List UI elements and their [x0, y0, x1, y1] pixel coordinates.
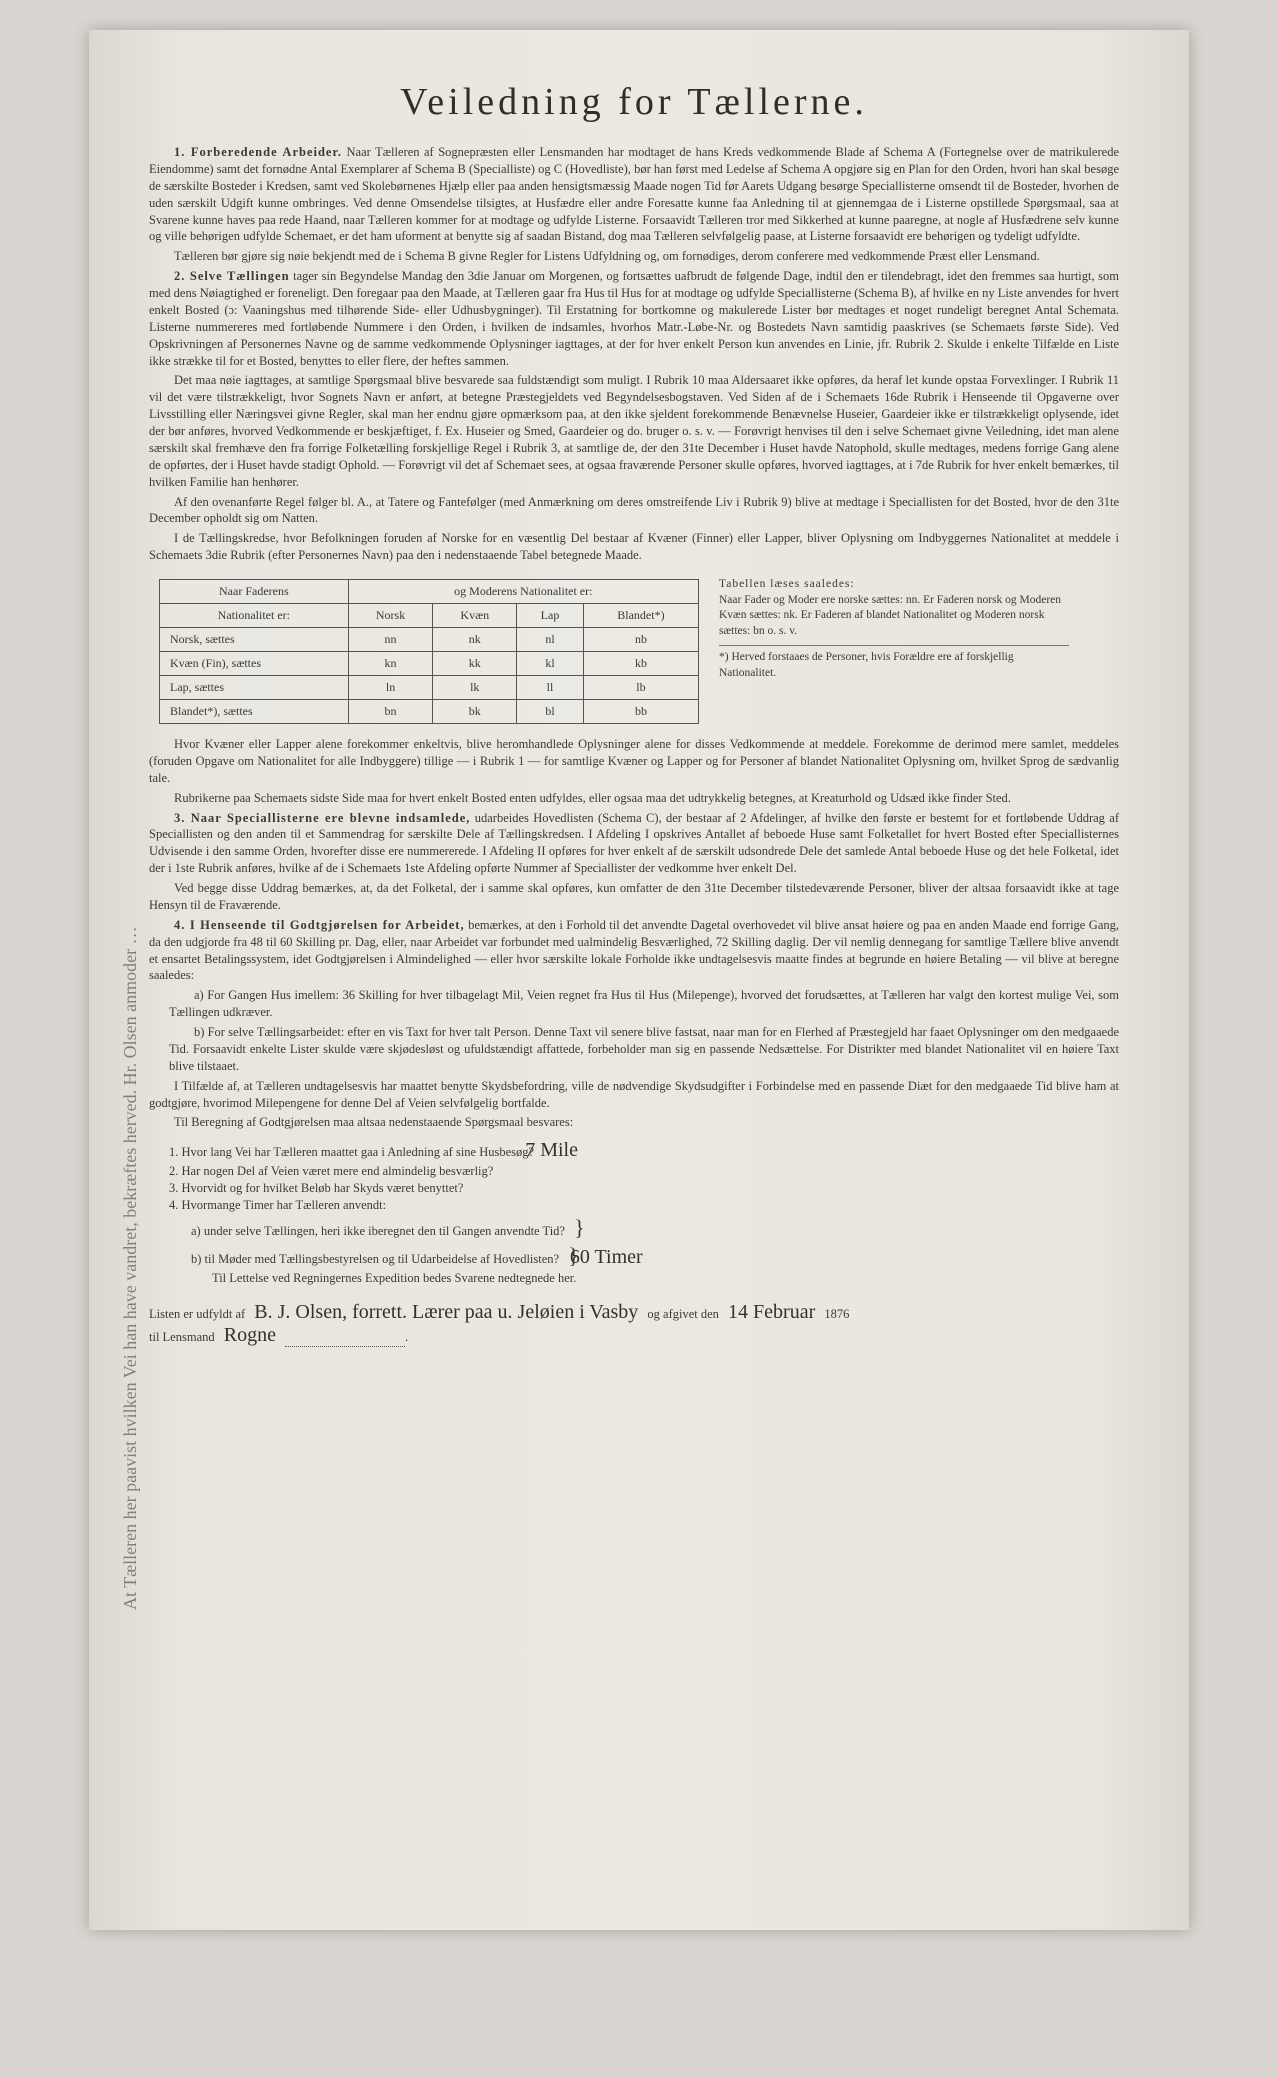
q2-text: 2. Har nogen Del af Veien været mere end… — [169, 1164, 1119, 1179]
section-2-text3: Af den ovenanførte Regel følger bl. A., … — [149, 494, 1119, 528]
section-4-b: b) For selve Tællingsarbeidet: efter en … — [149, 1024, 1119, 1075]
section-2-text: tager sin Begyndelse Mandag den 3die Jan… — [149, 269, 1119, 367]
cell: kl — [517, 652, 584, 676]
table-side-note: *) Herved forstaaes de Personer, hvis Fo… — [719, 645, 1069, 681]
cell: kk — [433, 652, 517, 676]
nationality-table: Naar Faderens og Moderens Nationalitet e… — [159, 579, 699, 724]
section-4-head: 4. I Henseende til Godtgjørelsen for Arb… — [174, 918, 465, 932]
section-4-text3: Til Beregning af Godtgjørelsen maa altsa… — [149, 1114, 1119, 1131]
final-1b: og afgivet den — [647, 1307, 719, 1321]
margin-handwriting: At Tælleren her paavist hvilken Vei han … — [119, 110, 159, 1610]
cell: bn — [348, 700, 433, 724]
cell: bl — [517, 700, 584, 724]
questions-block: 1. Hvor lang Vei har Tælleren maattet ga… — [149, 1139, 1119, 1286]
cell: nb — [583, 628, 698, 652]
section-3-text2: Ved begge disse Uddrag bemærkes, at, da … — [149, 880, 1119, 914]
th-col0: Norsk — [348, 604, 433, 628]
date-hand: 14 Februar — [722, 1301, 821, 1324]
row2-label: Lap, sættes — [160, 676, 349, 700]
section-3-head: 3. Naar Speciallisterne ere blevne indsa… — [174, 811, 470, 825]
section-2-head: 2. Selve Tællingen — [174, 269, 290, 283]
table-side-head: Tabellen læses saaledes: — [719, 577, 1069, 593]
q4b-text: b) til Møder med Tællingsbestyrelsen og … — [191, 1252, 559, 1266]
table-row: Kvæn (Fin), sættes kn kk kl kb — [160, 652, 699, 676]
section-1-text2: Tælleren bør gjøre sig nøie bekjendt med… — [149, 248, 1119, 265]
th-nat: Nationalitet er: — [160, 604, 349, 628]
q3-text: 3. Hvorvidt og for hvilket Beløb har Sky… — [169, 1181, 1119, 1196]
body-text: 1. Forberedende Arbeider. Naar Tælleren … — [149, 144, 1119, 564]
cell: nl — [517, 628, 584, 652]
table-row: Lap, sættes ln lk ll lb — [160, 676, 699, 700]
cell: nn — [348, 628, 433, 652]
cell: kn — [348, 652, 433, 676]
cell: bk — [433, 700, 517, 724]
body-text-2: Hvor Kvæner eller Lapper alene forekomme… — [149, 736, 1119, 1131]
section-1-text: Naar Tælleren af Sognepræsten eller Lens… — [149, 145, 1119, 243]
cell: lk — [433, 676, 517, 700]
cell: ll — [517, 676, 584, 700]
table-side-text: Naar Fader og Moder ere norske sættes: n… — [719, 593, 1069, 640]
final-1a: Listen er udfyldt af — [149, 1307, 245, 1321]
cell: lb — [583, 676, 698, 700]
section-4-a: a) For Gangen Hus imellem: 36 Skilling f… — [149, 987, 1119, 1021]
document-page: At Tælleren her paavist hvilken Vei han … — [89, 30, 1189, 1930]
after-table-1: Hvor Kvæner eller Lapper alene forekomme… — [149, 736, 1119, 787]
q4-text: 4. Hvormange Timer har Tælleren anvendt: — [169, 1198, 1119, 1213]
cell: ln — [348, 676, 433, 700]
signature: B. J. Olsen, forrett. Lærer paa u. Jeløi… — [248, 1301, 644, 1324]
th-col1: Kvæn — [433, 604, 517, 628]
table-row: Blandet*), sættes bn bk bl bb — [160, 700, 699, 724]
lensmand-name: Rogne — [218, 1324, 282, 1347]
th-col3: Blandet*) — [583, 604, 698, 628]
fill-line — [285, 1332, 405, 1347]
page-title: Veiledning for Tællerne. — [149, 80, 1119, 124]
th-father: Naar Faderens — [160, 580, 349, 604]
cell: bb — [583, 700, 698, 724]
q4a-text: a) under selve Tællingen, heri ikke iber… — [191, 1224, 565, 1238]
s4-footer: Til Lettelse ved Regningernes Expedition… — [169, 1271, 1119, 1286]
after-table-2: Rubrikerne paa Schemaets sidste Side maa… — [149, 790, 1119, 807]
year: 1876 — [824, 1307, 849, 1321]
th-mother: og Moderens Nationalitet er: — [348, 580, 698, 604]
row0-label: Norsk, sættes — [160, 628, 349, 652]
section-1-head: 1. Forberedende Arbeider. — [174, 145, 342, 159]
q4b-answer: 60 Timer — [582, 1246, 649, 1269]
section-4-text2: I Tilfælde af, at Tælleren undtagelsesvi… — [149, 1078, 1119, 1112]
q1-text: 1. Hvor lang Vei har Tælleren maattet ga… — [169, 1145, 534, 1159]
signature-block: Listen er udfyldt af B. J. Olsen, forret… — [149, 1301, 1119, 1347]
row1-label: Kvæn (Fin), sættes — [160, 652, 349, 676]
section-2-text4: I de Tællingskredse, hvor Befolkningen f… — [149, 530, 1119, 564]
table-row: Norsk, sættes nn nk nl nb — [160, 628, 699, 652]
section-2-text2: Det maa nøie iagttages, at samtlige Spør… — [149, 372, 1119, 490]
table-explanation: Tabellen læses saaledes: Naar Fader og M… — [719, 567, 1069, 681]
row3-label: Blandet*), sættes — [160, 700, 349, 724]
cell: nk — [433, 628, 517, 652]
th-col2: Lap — [517, 604, 584, 628]
q1-answer: 7 Mile — [537, 1139, 587, 1162]
cell: kb — [583, 652, 698, 676]
